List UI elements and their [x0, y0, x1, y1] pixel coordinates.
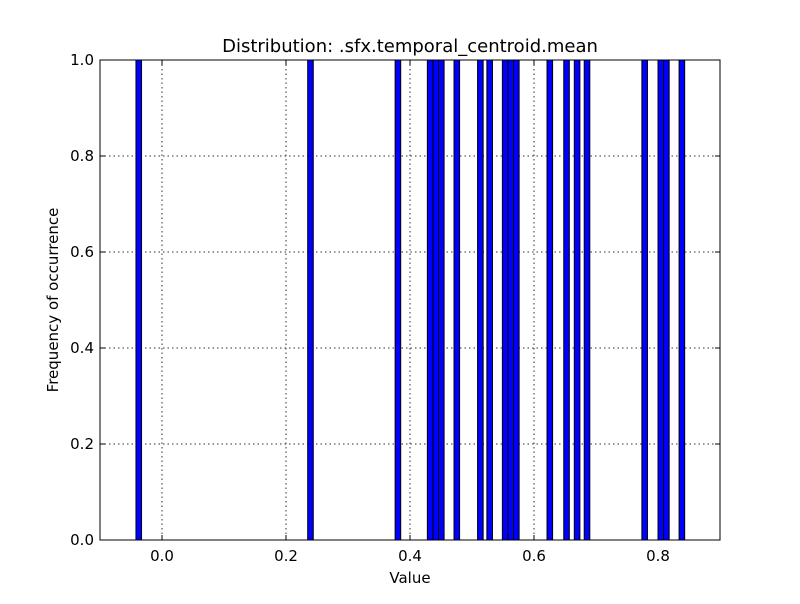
histogram-bar [438, 59, 445, 541]
histogram-bar [657, 59, 665, 541]
x-tick-label: 0.0 [150, 547, 174, 565]
x-tick-labels: 0.0 0.2 0.4 0.6 0.8 [150, 547, 670, 565]
histogram-bar [641, 59, 648, 541]
y-axis-label: Frequency of occurrence [44, 208, 62, 393]
y-tick-label: 0.4 [70, 339, 94, 357]
x-tick-label: 0.2 [274, 547, 298, 565]
x-tick-label: 0.6 [522, 547, 546, 565]
histogram-bar [453, 59, 461, 541]
histogram-bar [501, 59, 509, 541]
histogram-bar [135, 59, 143, 541]
histogram-bar [573, 59, 581, 541]
x-tick-label: 0.4 [398, 547, 422, 565]
histogram-bar [513, 59, 520, 541]
histogram-bar [507, 59, 515, 541]
x-tick-label: 0.8 [646, 547, 670, 565]
x-axis-label: Value [389, 569, 430, 587]
grid-lines [100, 59, 720, 541]
histogram-bar [583, 59, 591, 541]
histogram-bar [394, 59, 402, 541]
histogram-bar [678, 59, 686, 541]
histogram-bar [432, 59, 440, 541]
chart-title: Distribution: .sfx.temporal_centroid.mea… [222, 36, 598, 57]
histogram-bar [426, 59, 434, 541]
histogram-bar [546, 59, 554, 541]
y-tick-label: 0.2 [70, 435, 94, 453]
y-tick-label: 0.8 [70, 147, 94, 165]
histogram-bar [663, 59, 670, 541]
axis-ticks [100, 59, 720, 541]
histogram-bar [486, 59, 493, 541]
y-tick-label: 1.0 [70, 51, 94, 69]
histogram-bar [307, 59, 314, 541]
y-tick-label: 0.6 [70, 243, 94, 261]
histogram-bar [477, 59, 484, 541]
y-tick-labels: 0.0 0.2 0.4 0.6 0.8 1.0 [70, 51, 94, 549]
histogram-bar [563, 59, 570, 541]
y-tick-label: 0.0 [70, 531, 94, 549]
